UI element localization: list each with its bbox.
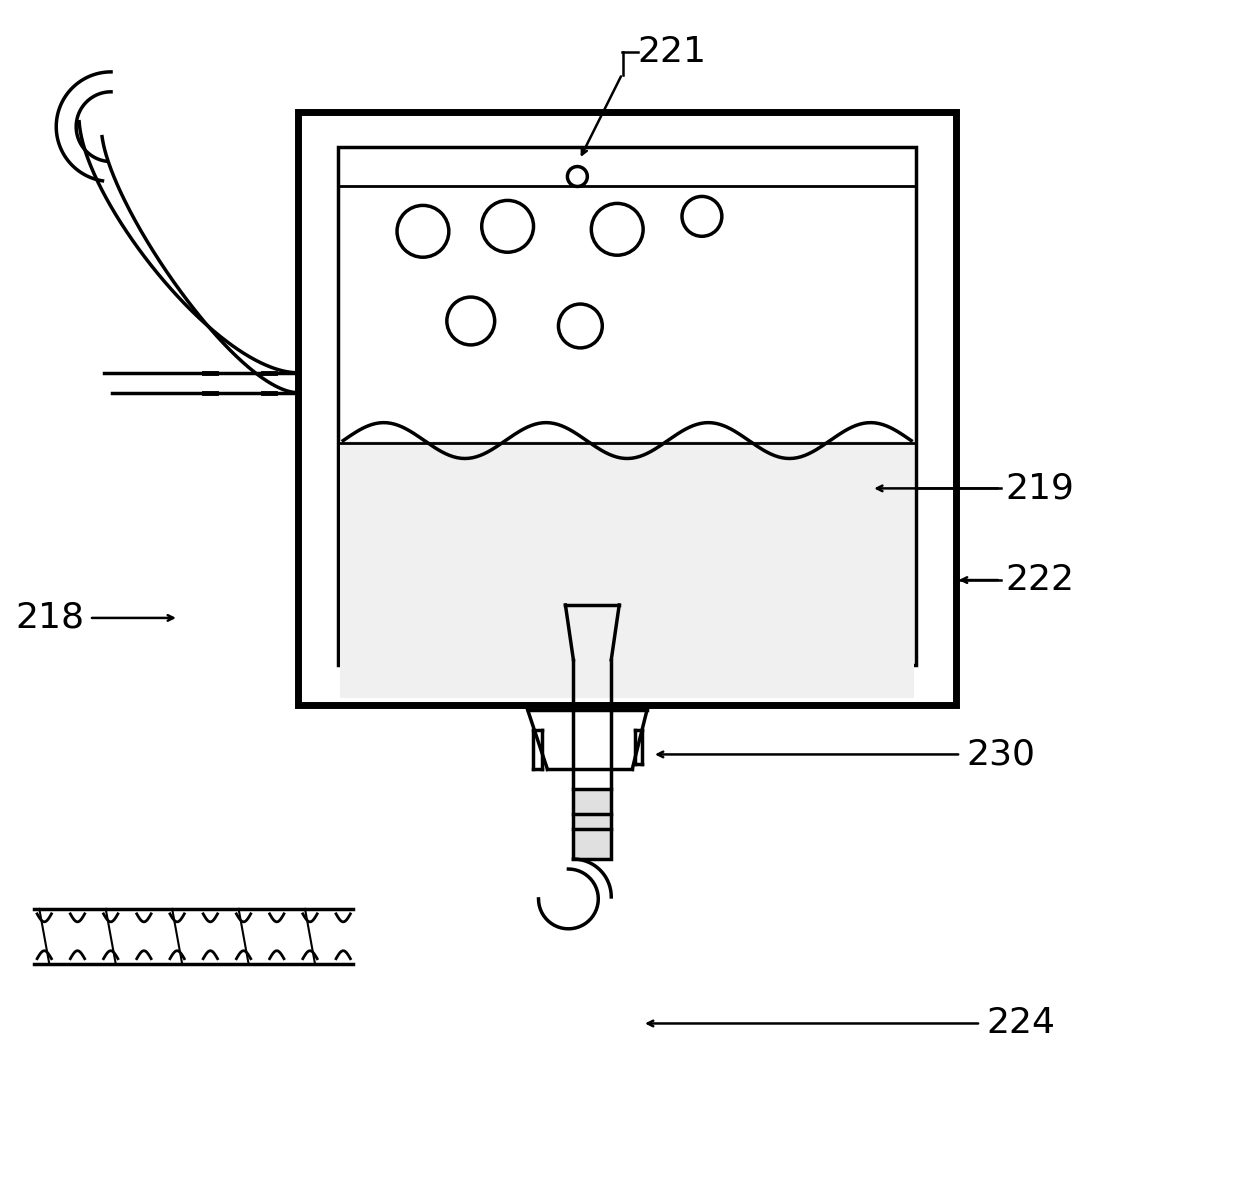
- Bar: [339, 147, 916, 664]
- Text: 218: 218: [15, 601, 84, 635]
- Text: 222: 222: [1006, 563, 1075, 598]
- Text: 224: 224: [986, 1006, 1055, 1041]
- Text: 230: 230: [966, 737, 1035, 772]
- Text: 221: 221: [637, 35, 706, 69]
- Bar: [299, 112, 956, 705]
- Text: 219: 219: [1006, 471, 1075, 505]
- Bar: [573, 790, 611, 859]
- Bar: [340, 441, 914, 698]
